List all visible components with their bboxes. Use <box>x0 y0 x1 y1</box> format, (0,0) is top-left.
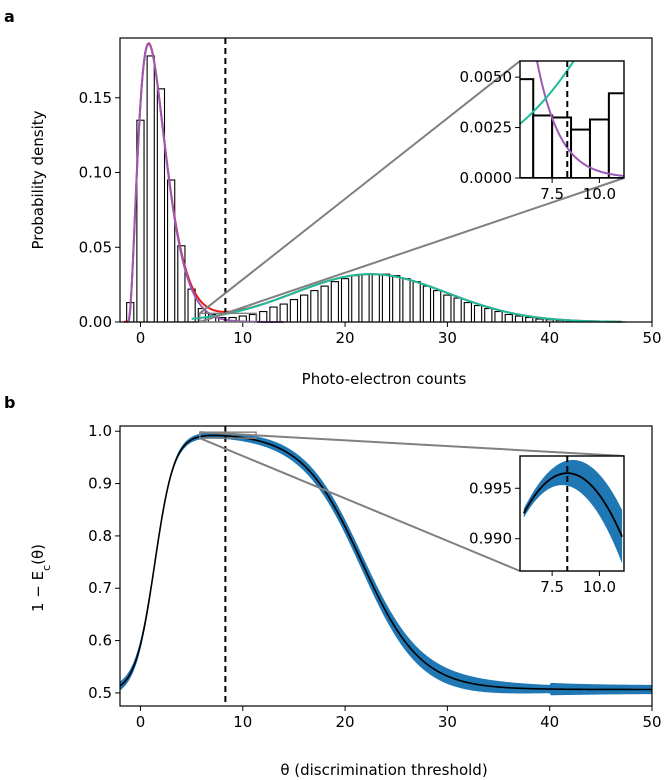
histogram-bar <box>279 303 288 323</box>
panel-b-ylabel-main: 1 − E <box>29 571 47 612</box>
y-tick-label: 0.9 <box>88 475 112 493</box>
x-tick-label: 20 <box>336 713 355 731</box>
histogram-bar <box>525 316 534 323</box>
panel-b-inset: 7.5 10.0 0.990 0.995 <box>199 431 625 596</box>
x-tick-label: 0 <box>136 713 146 731</box>
panel-b-ylabel-suffix: (θ) <box>29 544 47 565</box>
x-tick-label: 50 <box>642 329 661 347</box>
zoom-connector <box>199 431 625 457</box>
x-tick-label: 50 <box>642 713 661 731</box>
x-tick-label: 30 <box>438 329 457 347</box>
bright-fit-curve <box>191 273 622 323</box>
histogram-bar <box>320 285 329 323</box>
histogram-bar <box>146 55 155 323</box>
inset-y-tick-label: 0.0050 <box>460 68 513 86</box>
zoom-connector <box>199 437 521 572</box>
histogram-bar <box>381 273 391 323</box>
inset-histogram-bar <box>570 128 591 178</box>
histogram-bar <box>310 290 319 323</box>
histogram-bar <box>361 273 370 323</box>
histogram-bar <box>289 299 299 323</box>
histogram-bar <box>494 310 503 323</box>
histogram-bar <box>504 313 513 323</box>
inset-fidelity-curve <box>522 472 623 538</box>
y-tick-label: 0.6 <box>88 632 112 650</box>
histogram-bar <box>463 302 472 323</box>
histogram-bar <box>371 273 380 323</box>
inset-y-tick-label: 0.995 <box>469 479 512 497</box>
y-tick-label: 0.8 <box>88 527 112 545</box>
y-tick-label: 0.7 <box>88 579 112 597</box>
histogram-bar <box>443 294 452 323</box>
x-tick-label: 30 <box>438 713 457 731</box>
histogram-bar <box>330 281 339 323</box>
inset-frame <box>519 60 625 179</box>
inset-frame <box>519 455 625 572</box>
y-tick-label: 0.00 <box>79 313 112 331</box>
x-tick-label: 40 <box>540 713 559 731</box>
panel-a-axes: 0 10 20 30 40 50 0.00 0.05 0.10 0.15 <box>79 37 662 347</box>
inset-x-tick-label: 10.0 <box>583 578 616 596</box>
panel-b: b 0 10 20 30 40 50 0.5 0.6 0.7 0.8 0.9 1.0 θ (discr… <box>4 393 662 779</box>
histogram-bar <box>259 310 268 323</box>
panel-b-xlabel: θ (discrimination threshold) <box>280 761 487 779</box>
y-tick-label: 0.05 <box>79 238 112 256</box>
x-tick-label: 10 <box>233 713 252 731</box>
histogram-bar <box>402 278 411 323</box>
histogram-bar <box>351 275 360 323</box>
panel-b-axes: 0 10 20 30 40 50 0.5 0.6 0.7 0.8 0.9 1.0 <box>88 422 661 731</box>
inset-bright-fit-curve <box>520 61 575 126</box>
inset-x-tick-label: 10.0 <box>583 185 616 203</box>
panel-a-inset: 7.5 10.0 0.0000 0.0025 0.0050 <box>199 0 628 323</box>
histogram-bar <box>392 275 401 323</box>
zoom-connector <box>199 177 625 323</box>
x-tick-label: 20 <box>336 329 355 347</box>
histogram-bar <box>340 278 350 323</box>
inset-sum-fit-curve <box>516 0 628 40</box>
panel-a-xlabel: Photo-electron counts <box>302 370 467 388</box>
histogram-bar <box>422 285 432 323</box>
panel-b-ylabel-sub: c <box>40 565 53 571</box>
inset-plot-area <box>522 456 623 571</box>
panel-a: a 0 10 20 30 40 50 0.00 0.05 0.10 0.15 Photo-elec… <box>4 0 662 388</box>
inset-histogram-bar <box>520 78 535 178</box>
zoom-connector <box>199 60 521 315</box>
inset-dark-fit-curve <box>536 61 624 177</box>
inset-x-tick-label: 7.5 <box>540 185 564 203</box>
histogram-bar <box>453 297 462 323</box>
panel-b-ylabel: 1 − Ec(θ) <box>29 544 53 612</box>
panel-a-ylabel: Probability density <box>29 110 47 249</box>
axes-frame <box>119 425 653 707</box>
histogram-bar <box>412 281 421 323</box>
inset-histogram-bar <box>607 92 624 178</box>
y-tick-label: 0.15 <box>79 89 112 107</box>
panel-b-letter: b <box>4 393 15 412</box>
fidelity-curve <box>119 434 652 691</box>
histogram-bar <box>156 88 166 323</box>
inset-x-tick-label: 7.5 <box>540 578 564 596</box>
inset-histogram-bar <box>532 114 554 178</box>
axes-frame <box>119 37 653 323</box>
x-tick-label: 0 <box>136 329 146 347</box>
inset-confidence-band <box>523 459 623 564</box>
inset-y-tick-label: 0.0000 <box>460 169 513 187</box>
histogram-bar <box>473 305 483 323</box>
y-tick-label: 1.0 <box>88 422 112 440</box>
histogram-bar <box>484 307 493 323</box>
panel-a-letter: a <box>4 7 15 26</box>
x-tick-label: 40 <box>540 329 559 347</box>
histogram-bar <box>514 315 524 323</box>
inset-y-tick-label: 0.990 <box>469 530 512 548</box>
histogram-bar <box>300 294 309 323</box>
histogram-bar <box>433 290 442 323</box>
histogram-bar <box>269 306 278 323</box>
inset-y-tick-label: 0.0025 <box>460 119 513 137</box>
y-tick-label: 0.10 <box>79 164 112 182</box>
x-tick-label: 10 <box>233 329 252 347</box>
y-tick-label: 0.5 <box>88 684 112 702</box>
